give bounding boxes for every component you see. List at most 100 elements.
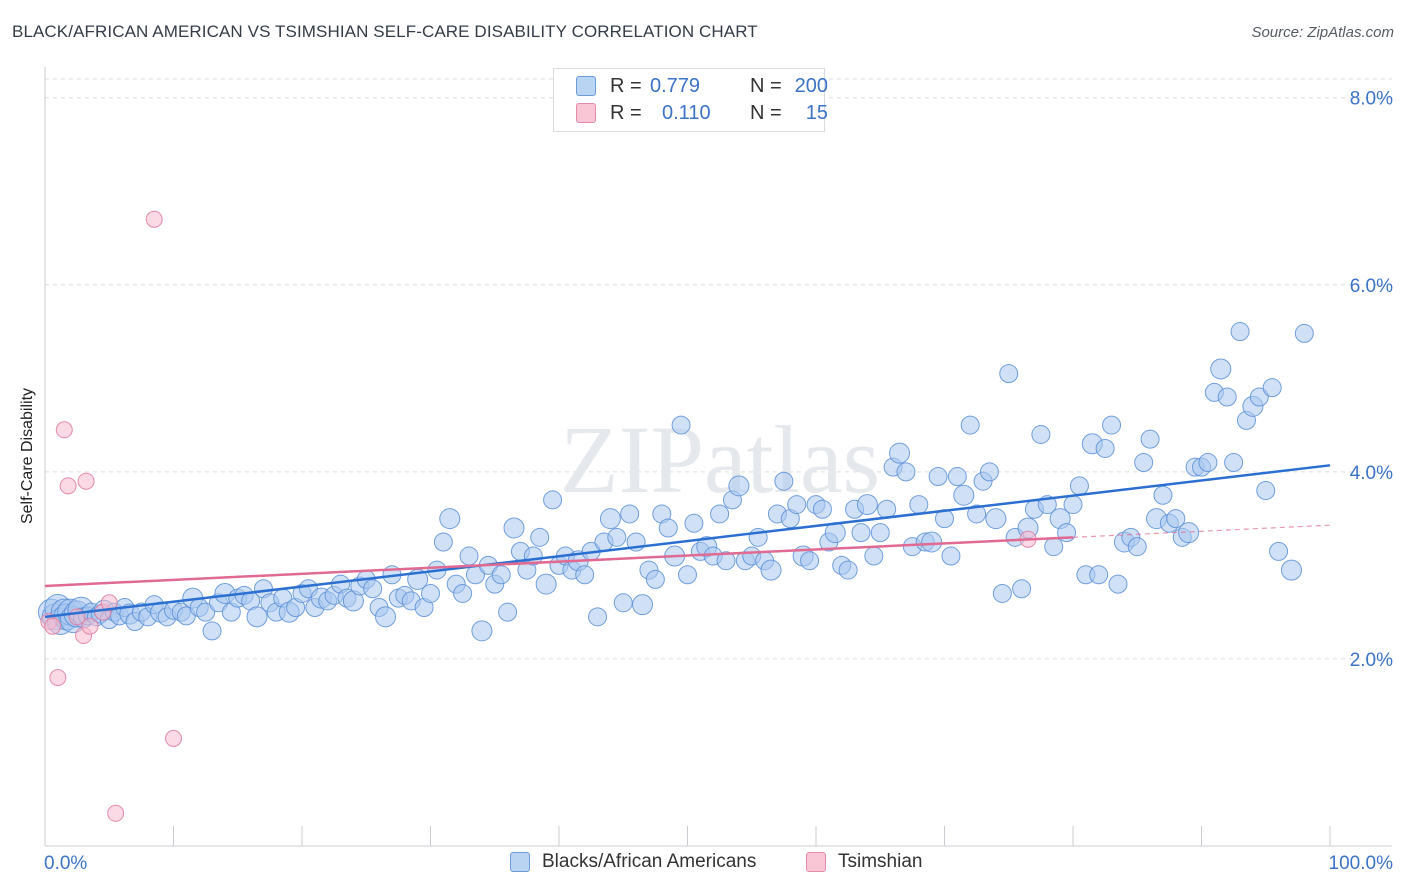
series-tsimshian-points (40, 210, 1037, 822)
data-point-blacks (498, 602, 518, 622)
data-point-tsimshian (145, 210, 163, 228)
data-point-blacks (1108, 574, 1128, 594)
data-point-blacks (607, 527, 627, 547)
data-point-blacks (363, 579, 383, 599)
stats-row-blacks: R = 0.779 N = 200 (576, 74, 828, 98)
trend-line-tsimshian-extension (1072, 524, 1331, 538)
data-point-blacks (774, 471, 794, 491)
watermark: ZIPatlas (560, 406, 880, 513)
data-point-blacks (588, 607, 608, 627)
data-point-blacks (671, 415, 691, 435)
data-point-blacks (1069, 476, 1089, 496)
data-point-blacks (960, 415, 980, 435)
pink-swatch (576, 103, 596, 123)
data-point-blacks (246, 606, 268, 628)
data-point-blacks (1153, 485, 1173, 505)
y-tick-label: 8.0% (1350, 89, 1393, 110)
data-point-blacks (979, 462, 999, 482)
data-point-blacks (909, 495, 929, 515)
data-point-blacks (471, 620, 493, 642)
data-point-blacks (684, 513, 704, 533)
data-point-blacks (864, 546, 884, 566)
data-point-tsimshian (49, 669, 67, 687)
x-tick-label: 0.0% (44, 853, 87, 874)
data-point-blacks (947, 467, 967, 487)
data-point-blacks (710, 504, 730, 524)
data-point-blacks (838, 560, 858, 580)
data-point-blacks (421, 583, 440, 603)
data-point-blacks (439, 508, 461, 530)
data-point-tsimshian (44, 617, 62, 635)
data-point-blacks (928, 467, 948, 487)
data-point-tsimshian (55, 421, 73, 439)
tick-labels: 2.0% 4.0% 6.0% 8.0% 0.0% 100.0% (44, 89, 1393, 874)
data-point-blacks (503, 517, 525, 539)
data-point-blacks (856, 494, 878, 516)
data-point-blacks (1012, 579, 1032, 599)
data-point-blacks (877, 499, 897, 519)
trend-line-tsimshian (44, 536, 1074, 588)
source-label: Source: ZipAtlas.com (1251, 24, 1394, 41)
n-value: 15 (805, 101, 828, 124)
data-point-blacks (1166, 509, 1186, 529)
data-point-blacks (1063, 495, 1083, 515)
blue-swatch (576, 76, 596, 96)
data-point-blacks (812, 499, 832, 519)
n-value: 200 (794, 74, 828, 97)
data-point-blacks (1280, 559, 1302, 581)
data-point-blacks (716, 551, 736, 571)
data-point-blacks (1134, 453, 1154, 472)
data-point-blacks (1102, 415, 1122, 435)
legend-item-tsimshian[interactable]: Tsimshian (806, 851, 922, 873)
series-legend: Blacks/African Americans Tsimshian (0, 851, 1406, 877)
data-point-blacks (985, 508, 1007, 530)
data-point-blacks (728, 475, 750, 497)
data-point-blacks (921, 531, 943, 553)
data-point-blacks (1230, 322, 1250, 342)
data-point-blacks (459, 546, 479, 566)
data-point-blacks (760, 559, 782, 581)
data-point-blacks (645, 569, 665, 589)
data-point-blacks (967, 504, 987, 524)
data-point-blacks (1269, 541, 1289, 561)
y-tick-label: 6.0% (1350, 276, 1393, 297)
data-point-blacks (678, 565, 697, 585)
stats-row-tsimshian: R = 0.110 N = 15 (576, 101, 828, 125)
data-point-blacks (543, 490, 563, 510)
data-point-tsimshian (77, 472, 95, 490)
trend-lines (44, 464, 1331, 619)
y-tick-label: 4.0% (1350, 463, 1393, 484)
data-point-blacks (196, 602, 216, 622)
data-point-blacks (1294, 323, 1314, 343)
data-point-blacks (1178, 522, 1200, 544)
n-label: N = (750, 101, 782, 124)
stats-legend: R = 0.779 N = 200 R = 0.110 N = 15 (553, 68, 828, 132)
data-point-blacks (599, 508, 621, 530)
data-point-blacks (787, 495, 807, 515)
r-value: 0.110 (662, 101, 711, 124)
y-tick-label: 2.0% (1350, 650, 1393, 671)
data-point-blacks (896, 462, 916, 482)
data-point-blacks (999, 364, 1019, 384)
blue-swatch (510, 852, 530, 872)
data-point-blacks (1262, 378, 1282, 398)
data-point-blacks (1031, 424, 1051, 444)
data-point-blacks (1089, 565, 1109, 585)
r-value: 0.779 (650, 74, 701, 97)
data-point-blacks (202, 621, 222, 641)
legend-label: Tsimshian (838, 851, 923, 872)
data-point-tsimshian (59, 477, 77, 495)
data-point-blacks (870, 523, 890, 543)
x-tick-label: 100.0% (1329, 853, 1394, 874)
data-point-tsimshian (165, 729, 182, 747)
data-point-blacks (535, 573, 557, 595)
data-point-blacks (375, 606, 397, 628)
r-label: R = (610, 101, 642, 124)
data-point-tsimshian (81, 617, 99, 635)
data-point-blacks (1095, 438, 1115, 458)
data-point-blacks (453, 583, 473, 603)
grid-layer (45, 78, 1392, 660)
legend-item-blacks[interactable]: Blacks/African Americans (510, 851, 756, 873)
data-point-blacks (1210, 358, 1232, 380)
